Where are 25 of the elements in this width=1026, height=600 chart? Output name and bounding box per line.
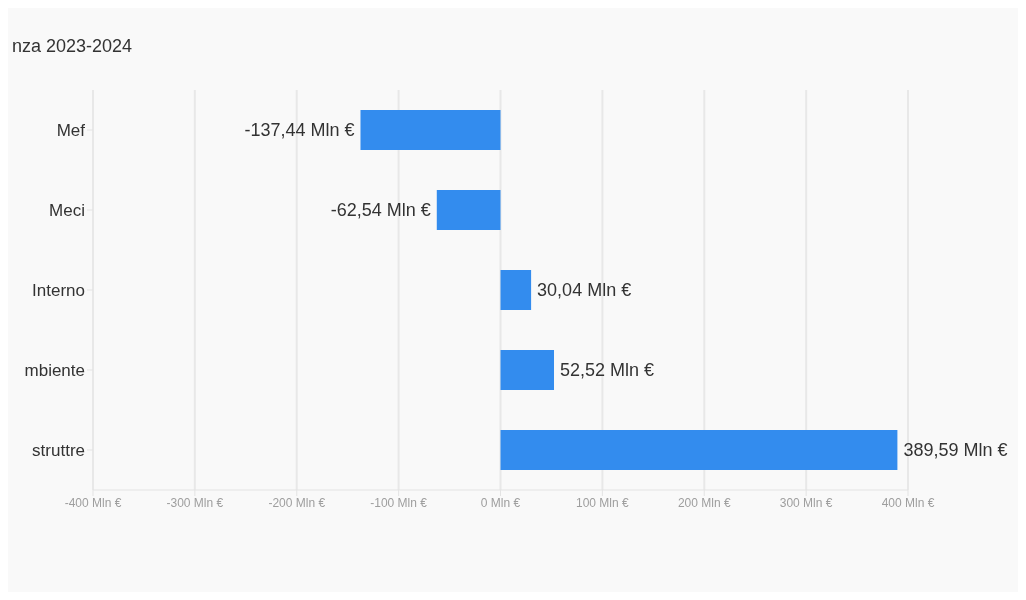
x-tick-label: -200 Mln € — [268, 495, 326, 510]
chart-title: nza 2023-2024 — [12, 36, 133, 57]
x-tick-label: -300 Mln € — [166, 495, 224, 510]
x-tick-label: 0 Mln € — [480, 495, 521, 510]
data-label: 30,04 Mln € — [537, 280, 632, 301]
y-tick-label: Interno — [32, 281, 85, 301]
y-tick-label: Meci — [49, 201, 85, 221]
x-tick-label: 400 Mln € — [881, 495, 935, 510]
bar — [360, 110, 501, 150]
bar — [436, 190, 501, 230]
x-tick-label: 200 Mln € — [677, 495, 731, 510]
data-label: 52,52 Mln € — [560, 360, 655, 381]
bar — [500, 270, 532, 310]
x-tick-label: -100 Mln € — [370, 495, 428, 510]
bar — [500, 430, 898, 470]
y-tick-label: Mef — [56, 121, 86, 141]
y-tick-label: struttre — [32, 441, 85, 461]
y-tick-label: mbiente — [24, 361, 85, 381]
bar — [500, 350, 554, 390]
x-tick-label: 100 Mln € — [576, 495, 630, 510]
data-label: -137,44 Mln € — [244, 120, 355, 141]
data-label: -62,54 Mln € — [330, 200, 431, 221]
data-label: 389,59 Mln € — [903, 440, 1008, 461]
x-tick-label: 300 Mln € — [779, 495, 833, 510]
x-tick-label: -400 Mln € — [64, 495, 122, 510]
